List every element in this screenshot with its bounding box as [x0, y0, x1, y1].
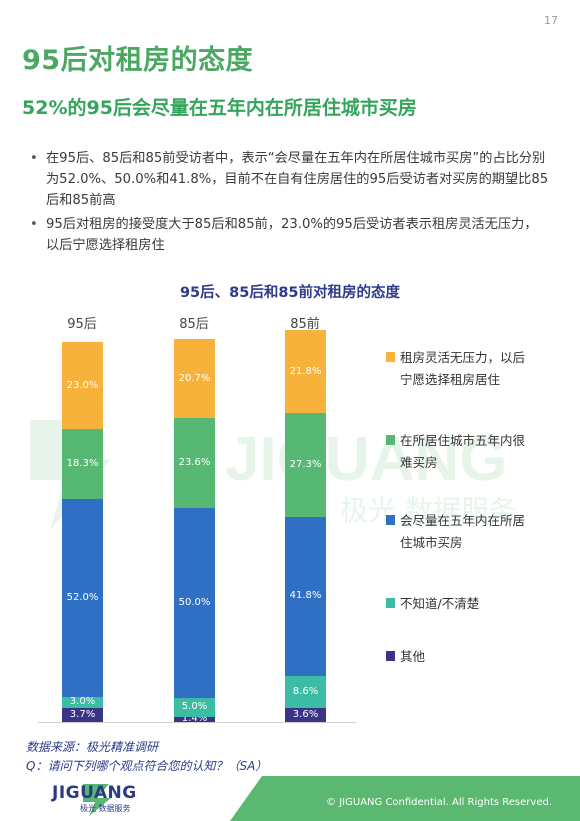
page-subtitle: 52%的95后会尽量在五年内在所居住城市买房 [22, 97, 417, 119]
legend-item: 在所居住城市五年内很 难买房 [386, 430, 566, 474]
bar-stack: 3.7% 3.0% 52.0% 18.3% 23.0% [62, 342, 103, 722]
footer-band [230, 776, 580, 821]
chart-title: 95后、85后和85前对租房的态度 [179, 285, 401, 301]
data-label: 21.8% [289, 365, 322, 377]
bar-segment [285, 708, 326, 722]
legend-item: 会尽量在五年内在所居 住城市买房 [386, 510, 566, 554]
jiguang-logo-icon [83, 784, 111, 816]
legend-swatch [386, 515, 395, 525]
bar-segment [62, 696, 103, 708]
bar-segment [62, 429, 103, 499]
legend-item: 其他 [386, 646, 566, 668]
footer-logo-text: JIGUANG [52, 783, 137, 803]
data-source: 数据来源：极光精准调研 Q：请问下列哪个观点符合您的认知？（SA） [26, 738, 267, 776]
bar-segment [174, 418, 215, 508]
legend-item: 不知道/不清楚 [386, 593, 566, 615]
survey-question: Q：请问下列哪个观点符合您的认知？（SA） [26, 759, 268, 773]
legend-label: 住城市买房 [400, 535, 463, 550]
footer-logo-sub: 极光 数据服务 [80, 804, 131, 813]
legend-swatch [386, 352, 395, 362]
data-label: 23.6% [178, 456, 211, 468]
data-label: 3.6% [292, 709, 319, 721]
legend-label: 在所居住城市五年内很 [400, 433, 526, 448]
legend-label: 宁愿选择租房居住 [400, 372, 501, 387]
bar-stack: 3.6% 8.6% 41.8% 27.3% 21.8% [285, 330, 326, 722]
copyright-text: © JIGUANG Confidential. All Rights Reser… [326, 797, 552, 808]
bar-segment [62, 498, 103, 697]
legend-item: 租房灵活无压力，以后 宁愿选择租房居住 [386, 347, 566, 391]
data-label: 50.0% [178, 596, 211, 608]
bar-stack: 1.4% 5.0% 50.0% 23.6% 20.7% [174, 339, 215, 725]
bar-segment [174, 507, 215, 698]
category-label: 85后 [179, 317, 209, 332]
page-title: 95后对租房的态度 [22, 45, 254, 76]
bullet-item: 在95后、85后和85前受访者中，表示“会尽量在五年内在所居住城市买房”的占比分… [30, 148, 550, 211]
data-label: 3.7% [69, 708, 96, 720]
bar-segment [62, 707, 103, 722]
data-label: 23.0% [66, 379, 99, 391]
bar-segment [174, 697, 215, 717]
legend-label: 租房灵活无压力，以后 [400, 350, 526, 365]
data-label: 20.7% [178, 372, 211, 384]
data-label: 41.8% [289, 590, 322, 602]
legend-label: 其他 [400, 649, 426, 664]
bullet-item: 95后对租房的接受度大于85后和85前，23.0%的95后受访者表示租房灵活无压… [30, 214, 550, 256]
bar-segment [285, 413, 326, 517]
category-label: 95后 [67, 317, 97, 332]
bar-segment [285, 330, 326, 414]
legend-swatch [386, 651, 395, 661]
bar-segment [174, 716, 215, 722]
data-label: 52.0% [66, 591, 99, 603]
bar-segment [285, 516, 326, 676]
bar-segment [62, 342, 103, 430]
data-label: 18.3% [66, 458, 99, 470]
legend-label: 不知道/不清楚 [400, 596, 480, 611]
legend-label: 难买房 [400, 455, 438, 470]
legend-swatch [386, 598, 395, 608]
legend-label: 会尽量在五年内在所居 [400, 513, 526, 528]
bar-segment [285, 675, 326, 709]
legend-swatch [386, 435, 395, 445]
data-label: 1.4% [181, 713, 208, 725]
page-number: 17 [544, 14, 558, 27]
data-label: 5.0% [181, 701, 208, 713]
data-label: 8.6% [292, 685, 319, 697]
data-label: 27.3% [289, 458, 322, 470]
bullet-list: 在95后、85后和85前受访者中，表示“会尽量在五年内在所居住城市买房”的占比分… [30, 148, 550, 259]
category-label: 85前 [290, 317, 320, 332]
data-label: 3.0% [69, 696, 96, 708]
source-line: 数据来源：极光精准调研 [26, 740, 159, 754]
bar-segment [174, 339, 215, 418]
x-axis-line [38, 722, 356, 723]
